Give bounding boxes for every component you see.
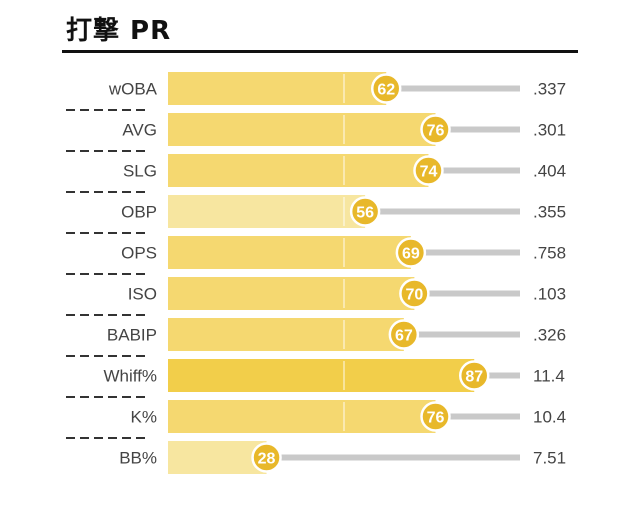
category-label: ISO — [128, 285, 157, 304]
category-label: OBP — [121, 203, 157, 222]
percentile-bar — [168, 318, 404, 351]
percentile-bar — [168, 154, 429, 187]
percentile-value: 87 — [465, 369, 483, 386]
percentile-value: 76 — [427, 410, 445, 427]
stat-value: 11.4 — [533, 367, 565, 386]
percentile-bar — [168, 195, 366, 228]
percentile-value: 28 — [258, 451, 276, 468]
category-label: Whiff% — [103, 367, 157, 386]
percentile-value: 76 — [427, 123, 445, 140]
stat-value: .758 — [533, 244, 566, 263]
category-label: AVG — [122, 121, 157, 140]
percentile-bar — [168, 236, 411, 269]
stat-value: .103 — [533, 285, 566, 304]
stat-value: .355 — [533, 203, 566, 222]
percentile-bar — [168, 359, 475, 392]
category-label: BB% — [119, 449, 157, 468]
bars-layer: wOBA 62 .337 AVG 76 .301 SLG 74 .404 OBP 56 .355 OPS… — [66, 72, 566, 474]
percentile-badge — [420, 114, 451, 145]
percentile-value: 70 — [406, 287, 424, 304]
percentile-badge — [399, 278, 430, 309]
stat-value: 7.51 — [533, 449, 566, 468]
percentile-badge — [420, 401, 451, 432]
stat-value: .301 — [533, 121, 566, 140]
percentile-value: 74 — [420, 164, 438, 181]
category-label: OPS — [121, 244, 157, 263]
percentile-badge — [388, 319, 420, 350]
stat-value: .326 — [533, 326, 566, 345]
percentile-value: 69 — [402, 246, 420, 263]
chart-title: 打撃 PR — [66, 16, 172, 46]
percentile-badge — [395, 237, 427, 268]
percentile-badge — [251, 442, 282, 473]
percentile-bar — [168, 72, 387, 105]
category-label: SLG — [123, 162, 157, 181]
bar-track — [168, 454, 520, 461]
title-rule — [62, 50, 578, 53]
category-label: K% — [131, 408, 157, 427]
percentile-value: 62 — [377, 82, 395, 99]
stat-value: .337 — [533, 80, 566, 99]
category-label: BABIP — [107, 326, 157, 345]
percentile-value: 56 — [356, 205, 374, 222]
stat-value: 10.4 — [533, 408, 566, 427]
percentile-badge — [458, 360, 490, 391]
percentile-badge — [370, 73, 402, 104]
percentile-bar — [168, 113, 436, 146]
percentile-badge — [413, 155, 444, 186]
percentile-bar — [168, 400, 436, 433]
percentile-badge — [349, 196, 381, 227]
stat-value: .404 — [533, 162, 566, 181]
percentile-bar — [168, 277, 415, 310]
percentile-bar — [168, 441, 267, 474]
category-label: wOBA — [108, 80, 158, 99]
percentile-value: 67 — [395, 328, 413, 345]
